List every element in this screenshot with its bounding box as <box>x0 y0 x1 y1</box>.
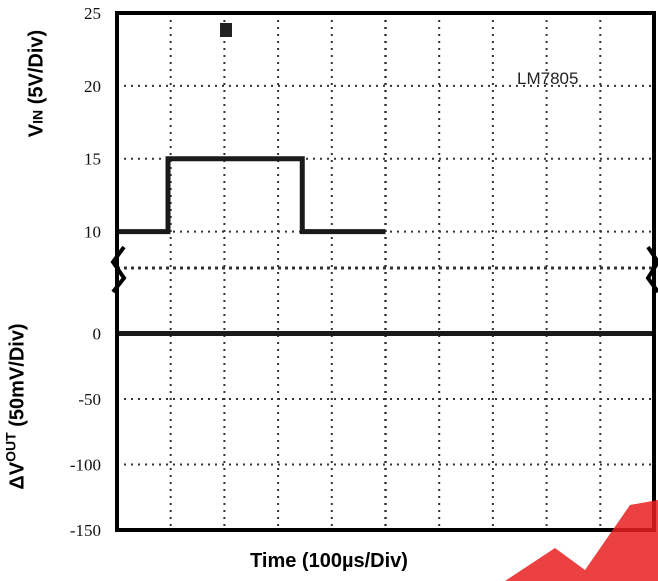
grid <box>117 13 654 530</box>
axis-break-right <box>645 245 658 294</box>
trace-vin <box>117 156 386 235</box>
y-tick-label: -100 <box>70 456 101 475</box>
y-label-vin: VIN (5V/Div) <box>26 9 49 159</box>
y-label-dvout-sup: OUT <box>2 432 19 462</box>
x-axis-label: Time (100µs/Div) <box>250 550 408 572</box>
y-label-dvout-main: ΔV <box>6 461 29 490</box>
y-ticks: 25 20 15 10 0 -50 -100 -150 <box>70 4 101 540</box>
y-label-dvout: ΔVOUT (50mV/Div) <box>3 277 30 537</box>
y-label-vin-rest: (5V/Div) <box>25 29 48 110</box>
y-tick-label: -150 <box>70 521 101 540</box>
y-label-vin-sub: IN <box>29 109 46 124</box>
trigger-marker <box>220 23 232 37</box>
y-tick-label: 10 <box>84 223 101 242</box>
y-tick-label: 15 <box>84 150 101 169</box>
y-tick-label: 25 <box>84 4 101 23</box>
y-tick-label: -50 <box>78 390 101 409</box>
traces <box>117 156 654 336</box>
y-label-dvout-rest: (50mV/Div) <box>6 323 29 433</box>
y-tick-label: 0 <box>93 325 102 344</box>
y-tick-label: 20 <box>84 77 101 96</box>
instrument-label: LM7805 <box>517 69 578 88</box>
axis-break-left <box>110 245 127 294</box>
watermark-logo <box>505 500 658 581</box>
y-label-vin-main: V <box>25 123 48 138</box>
